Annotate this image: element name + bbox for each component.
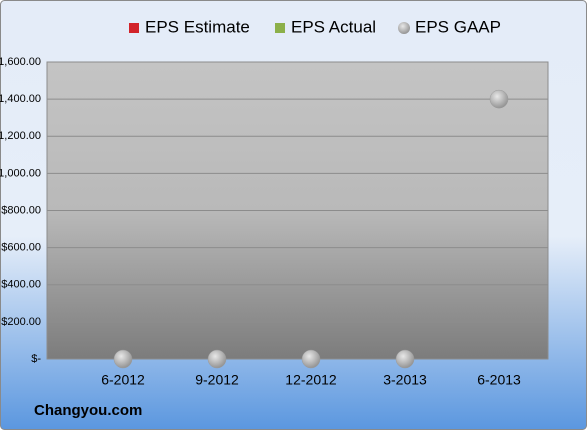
legend-label: EPS Estimate xyxy=(145,17,250,36)
x-tick-label: 6-2012 xyxy=(101,372,145,388)
y-tick-label: $200.00 xyxy=(1,316,41,328)
footer: Changyou.com xyxy=(34,402,142,419)
y-tick-label: $1,400.00 xyxy=(0,93,41,105)
x-tick-label: 12-2012 xyxy=(285,372,337,388)
data-point xyxy=(113,349,133,369)
y-tick-label: $- xyxy=(31,353,41,365)
data-point xyxy=(207,349,227,369)
x-tick-label: 6-2013 xyxy=(477,372,521,388)
legend-label: EPS Actual xyxy=(291,17,376,36)
data-point xyxy=(301,349,321,369)
y-tick-label: $1,200.00 xyxy=(0,130,41,142)
y-tick-label: $1,600.00 xyxy=(0,56,41,68)
x-tick-label: 3-2013 xyxy=(383,372,427,388)
data-point xyxy=(489,89,509,109)
y-tick-label: $600.00 xyxy=(1,242,41,254)
legend-marker xyxy=(398,22,410,34)
y-tick-label: $400.00 xyxy=(1,279,41,291)
y-tick-label: $1,000.00 xyxy=(0,167,41,179)
legend-label: EPS GAAP xyxy=(415,17,501,36)
legend-marker xyxy=(129,23,139,33)
legend-marker xyxy=(275,23,285,33)
x-tick-label: 9-2012 xyxy=(195,372,239,388)
y-tick-label: $800.00 xyxy=(1,204,41,216)
data-point xyxy=(395,349,415,369)
